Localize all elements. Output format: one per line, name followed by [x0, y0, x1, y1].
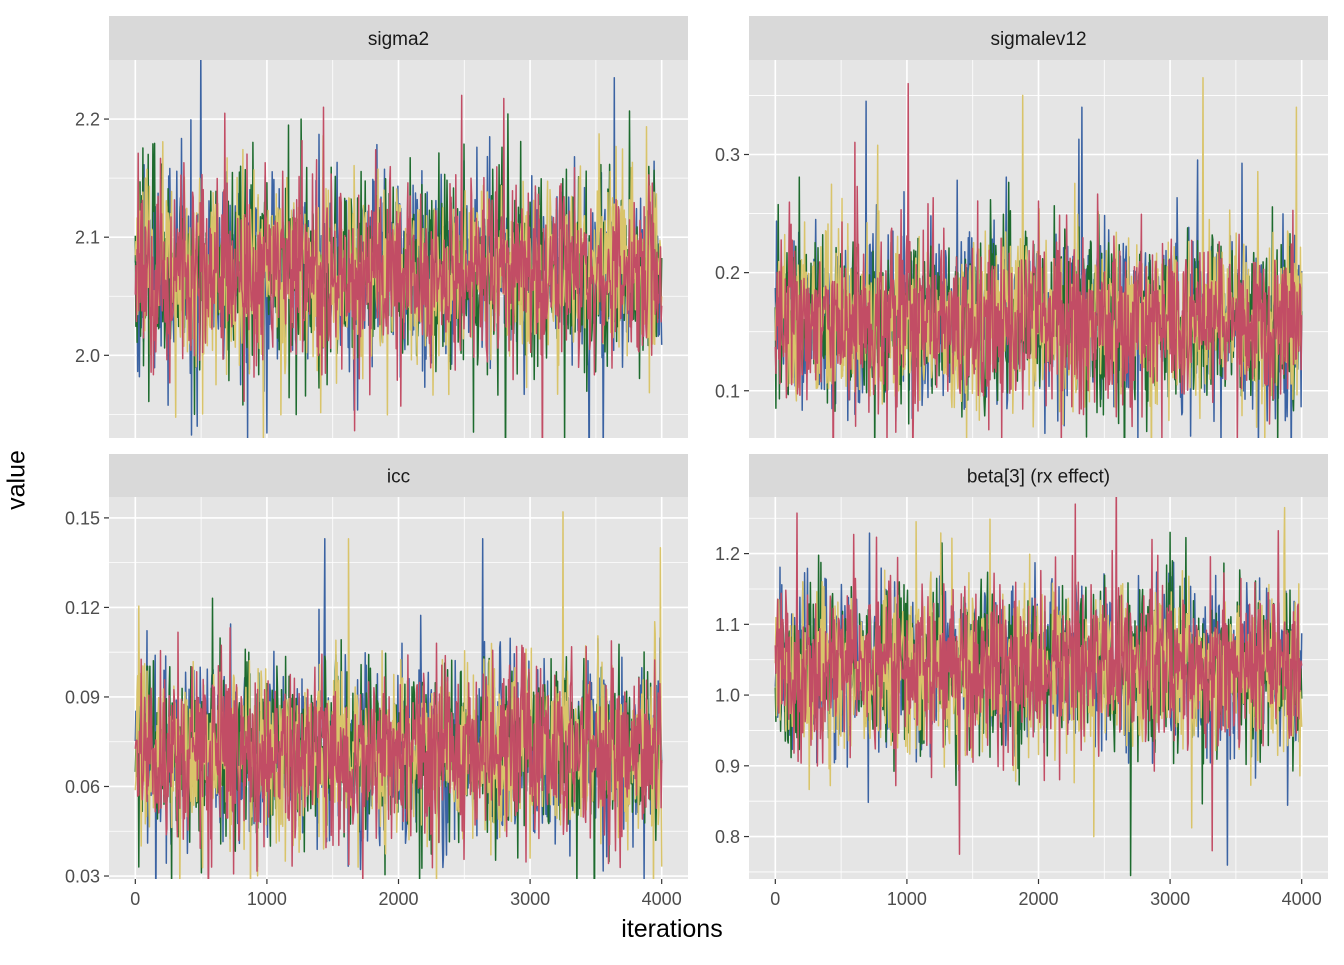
y-tick-label: 1.0 [715, 686, 740, 706]
facet-strip-label: beta[3] (rx effect) [967, 467, 1110, 488]
trace-lines [774, 76, 1303, 438]
trace-lines [774, 497, 1303, 877]
chain-trace-line [774, 82, 1303, 438]
x-axis-title: iterations [621, 915, 723, 943]
facet-strip-label: icc [387, 467, 410, 488]
x-tick-label: 1000 [887, 889, 927, 909]
x-tick-label: 1000 [247, 889, 287, 909]
facet-panel: icc 0.03 0.06 0.09 0.12 0.15 0 1000 2000 3000 4000 [65, 454, 688, 909]
x-tick-label: 4000 [1282, 889, 1322, 909]
y-axis-title: value [2, 450, 31, 510]
facet-strip-label: sigma2 [368, 29, 429, 50]
facet-strip [749, 454, 1328, 497]
x-tick-label: 3000 [1150, 889, 1190, 909]
facet-panel: sigmalev12 0.1 0.2 0.3 [715, 16, 1328, 438]
x-tick-label: 2000 [1018, 889, 1058, 909]
facet-strip [109, 454, 688, 497]
chain-trace-line [774, 497, 1303, 855]
facet-strip [749, 16, 1328, 60]
facet-panel: beta[3] (rx effect) 0.8 0.9 1.0 1.1 1.2 0 1000 2… [715, 454, 1328, 909]
x-tick-label: 4000 [642, 889, 682, 909]
y-tick-label: 0.09 [65, 687, 100, 707]
y-tick-label: 0.06 [65, 777, 100, 797]
chain-trace-line [134, 94, 663, 438]
y-tick-label: 0.9 [715, 756, 740, 776]
trace-lines [134, 511, 663, 879]
trace-lines [134, 60, 663, 438]
y-tick-label: 0.15 [65, 508, 100, 528]
x-tick-label: 0 [770, 889, 780, 909]
y-tick-label: 1.2 [715, 544, 740, 564]
y-tick-label: 0.1 [715, 381, 740, 401]
y-tick-label: 0.3 [715, 145, 740, 165]
chain-trace-line [134, 627, 663, 879]
y-tick-label: 0.8 [715, 827, 740, 847]
chain-trace-line [774, 506, 1303, 838]
x-tick-label: 0 [130, 889, 140, 909]
facet-strip [109, 16, 688, 60]
facet-strip-label: sigmalev12 [990, 29, 1086, 50]
x-tick-label: 2000 [378, 889, 418, 909]
x-tick-label: 3000 [510, 889, 550, 909]
facet-panel: sigma2 2.0 2.1 2.2 [75, 16, 688, 438]
y-tick-label: 0.2 [715, 263, 740, 283]
y-tick-label: 1.1 [715, 615, 740, 635]
y-tick-label: 2.0 [75, 346, 100, 366]
y-tick-label: 0.12 [65, 598, 100, 618]
y-tick-label: 0.03 [65, 867, 100, 887]
y-tick-label: 2.2 [75, 110, 100, 130]
y-tick-label: 2.1 [75, 228, 100, 248]
